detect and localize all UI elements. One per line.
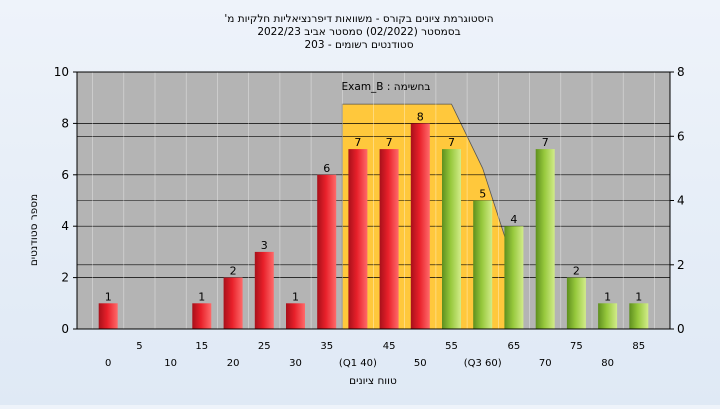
x-tick-label-upper: 75	[570, 341, 583, 352]
bar-value-label-50: 8	[417, 110, 424, 123]
bar-50	[410, 123, 430, 330]
x-tick-label-lower: 10	[164, 358, 177, 369]
bar-value-label-65: 4	[510, 213, 517, 226]
bar-value-label-70: 7	[542, 136, 549, 149]
x-tick-label-lower: 0	[105, 358, 111, 369]
bar-value-label-15: 1	[198, 290, 205, 303]
bar-value-label-25: 3	[261, 239, 268, 252]
x-tick-label-upper: 55	[445, 341, 458, 352]
y2-tick-label: 6	[677, 129, 685, 143]
bar-85	[629, 303, 649, 329]
bar-70	[535, 149, 555, 329]
bar-value-label-60: 5	[479, 188, 486, 201]
x-tick-label-upper: 25	[258, 341, 271, 352]
x-tick-label-lower: 20	[227, 358, 240, 369]
x-tick-label-upper: 35	[320, 341, 333, 352]
x-tick-label-lower: 70	[539, 358, 552, 369]
y-tick-label: 8	[61, 116, 69, 130]
y-tick-label: 0	[61, 322, 69, 336]
bar-value-label-0: 1	[105, 290, 112, 303]
y2-tick-label: 2	[677, 258, 685, 272]
bar-45	[379, 149, 399, 329]
y-tick-label: 2	[61, 271, 69, 285]
bar-value-label-55: 7	[448, 136, 455, 149]
x-tick-label-upper: 5	[136, 341, 142, 352]
y-tick-label: 6	[61, 168, 69, 182]
bar-75	[566, 277, 586, 329]
x-axis-title: טווח ציונים	[349, 375, 397, 387]
y2-tick-label: 8	[677, 65, 685, 79]
bar-value-label-85: 1	[635, 290, 642, 303]
bar-value-label-45: 7	[386, 136, 393, 149]
y-axis-right: 0 2 4 6 8	[670, 65, 685, 336]
bar-80	[598, 303, 618, 329]
y2-tick-label: 0	[677, 322, 685, 336]
bar-65	[504, 226, 524, 329]
y-tick-label: 4	[61, 219, 69, 233]
bar-20	[223, 277, 243, 329]
bar-35	[317, 174, 337, 329]
bars-layer	[98, 123, 649, 330]
chart-title-line-1: היסטוגרמת ציונים בקורס - משוואות דיפרנצי…	[224, 13, 493, 25]
data-labels-layer: 1 1 2 3 1 6 7 7 8 7 5 4 7 2 1 1	[105, 110, 643, 303]
bar-15	[192, 303, 212, 329]
x-tick-label-upper: 65	[508, 341, 521, 352]
bar-value-label-20: 2	[230, 265, 237, 278]
bar-25	[254, 251, 274, 329]
y2-tick-label: 4	[677, 194, 685, 208]
bar-value-label-35: 6	[323, 162, 330, 175]
y-tick-label: 10	[54, 65, 69, 79]
y-axis-title: מספר סטודנטים	[28, 194, 40, 266]
exam-annotation: בחשימה : Exam_B	[342, 81, 431, 93]
bar-60	[473, 200, 493, 329]
bar-40	[348, 149, 368, 329]
bar-0	[98, 303, 118, 329]
bar-value-label-30: 1	[292, 290, 299, 303]
y-axis-left: 0 2 4 6 8 10	[54, 65, 77, 336]
x-axis: 5 15 25 35 45 55 65 75 85 0 10 20 30 (Q1 40) 50 (Q3 60)…	[105, 341, 645, 369]
bar-30	[286, 303, 305, 329]
bar-value-label-80: 1	[604, 290, 611, 303]
x-tick-label-upper: 85	[632, 341, 645, 352]
x-tick-label-lower: 30	[289, 358, 302, 369]
x-tick-label-upper: 45	[383, 341, 396, 352]
bar-55	[442, 149, 461, 329]
x-tick-label-lower: 50	[414, 358, 427, 369]
x-tick-label-upper: 15	[195, 341, 208, 352]
chart-title-line-3: סטודנטים רשומים - 203	[304, 39, 413, 51]
bar-value-label-75: 2	[573, 265, 580, 278]
chart-title-line-2: בסמסטר (02/2022) סמסטר אביב 2022/23	[257, 26, 460, 38]
x-tick-label-lower: (Q1 40)	[339, 358, 377, 369]
bar-value-label-40: 7	[354, 136, 361, 149]
x-tick-label-lower: 80	[601, 358, 614, 369]
x-tick-label-lower: (Q3 60)	[464, 358, 502, 369]
